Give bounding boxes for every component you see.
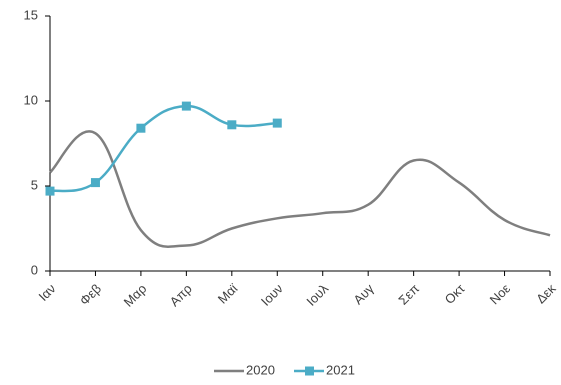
x-tick-label: Ιουν bbox=[258, 281, 286, 309]
marker bbox=[272, 118, 282, 128]
marker bbox=[90, 178, 100, 188]
legend-label: 2020 bbox=[246, 362, 275, 377]
legend: 2020 2021 bbox=[214, 362, 355, 377]
x-tick-label: Μαϊ bbox=[215, 280, 241, 306]
legend-label: 2021 bbox=[326, 362, 355, 377]
marker bbox=[136, 123, 146, 133]
series-line bbox=[49, 130, 551, 248]
x-tick-label: Αυγ bbox=[350, 281, 377, 308]
x-tick-label: Μαρ bbox=[121, 281, 150, 310]
series-line bbox=[49, 104, 278, 193]
marker bbox=[181, 101, 191, 111]
x-tick-label: Δεκ bbox=[533, 281, 559, 307]
x-tick-label: Σεπ bbox=[395, 281, 422, 308]
legend-marker bbox=[305, 366, 314, 376]
x-tick-label: Νοε bbox=[487, 281, 514, 308]
y-tick-label: 10 bbox=[24, 92, 38, 107]
marker bbox=[227, 120, 237, 130]
x-tick-label: Οκτ bbox=[442, 280, 469, 307]
y-tick-label: 0 bbox=[31, 262, 38, 277]
x-tick-label: Ιαν bbox=[35, 281, 58, 304]
x-tick-label: Απρ bbox=[167, 281, 195, 309]
x-tick-label: Ιουλ bbox=[303, 281, 331, 309]
y-tick-label: 15 bbox=[24, 7, 38, 22]
x-tick-label: Φεβ bbox=[77, 281, 104, 308]
y-tick-label: 5 bbox=[31, 177, 38, 192]
marker bbox=[45, 186, 55, 196]
